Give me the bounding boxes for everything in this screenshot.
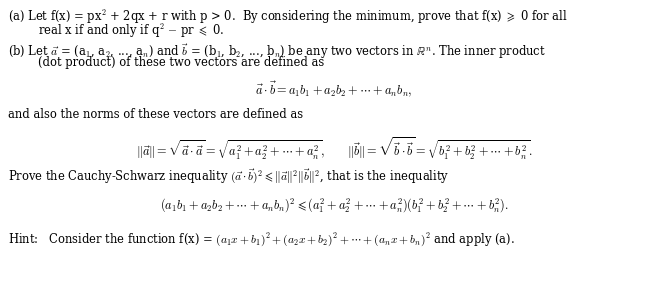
Text: Prove the Cauchy-Schwarz inequality $(\vec{a} \cdot \vec{b})^2 \leqslant \|\vec{: Prove the Cauchy-Schwarz inequality $(\v… xyxy=(8,168,450,186)
Text: $\vec{a} \cdot \vec{b} = a_1 b_1 + a_2 b_2 + \cdots + a_n b_n,$: $\vec{a} \cdot \vec{b} = a_1 b_1 + a_2 b… xyxy=(255,80,413,99)
Text: $(a_1 b_1 + a_2 b_2 + \cdots + a_n b_n)^2 \leqslant (a_1^2 + a_2^2 + \cdots + a_: $(a_1 b_1 + a_2 b_2 + \cdots + a_n b_n)^… xyxy=(160,196,508,214)
Text: real x if and only if q$^2$ $-$ pr $\leqslant$ 0.: real x if and only if q$^2$ $-$ pr $\leq… xyxy=(38,22,224,40)
Text: (a) Let f(x) = px$^2$ + 2qx + r with p > 0.  By considering the minimum, prove t: (a) Let f(x) = px$^2$ + 2qx + r with p >… xyxy=(8,8,567,26)
Text: $\|\vec{a}\| = \sqrt{\vec{a} \cdot \vec{a}} = \sqrt{a_1^2 + a_2^2 + \cdots + a_n: $\|\vec{a}\| = \sqrt{\vec{a} \cdot \vec{… xyxy=(136,136,532,162)
Text: (dot product) of these two vectors are defined as: (dot product) of these two vectors are d… xyxy=(38,56,324,69)
Text: (b) Let $\vec{a}$ = (a$_1$, a$_2$, ..., a$_n$) and $\vec{b}$ = (b$_1$, b$_2$, ..: (b) Let $\vec{a}$ = (a$_1$, a$_2$, ..., … xyxy=(8,42,546,61)
Text: Hint:   Consider the function f(x) = $(a_1 x + b_1)^2 + (a_2 x + b_2)^2 + \cdots: Hint: Consider the function f(x) = $(a_1… xyxy=(8,232,515,249)
Text: and also the norms of these vectors are defined as: and also the norms of these vectors are … xyxy=(8,108,303,121)
